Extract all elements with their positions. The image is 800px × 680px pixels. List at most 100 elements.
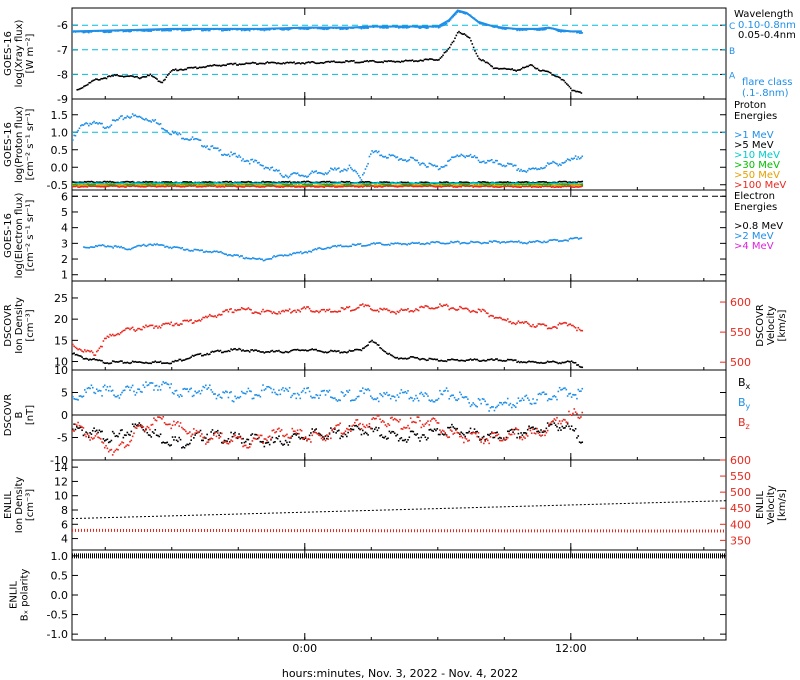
data-point (102, 180, 105, 183)
data-point (240, 442, 243, 444)
data-point (444, 182, 447, 185)
data-point (244, 185, 247, 187)
data-point (194, 248, 197, 251)
data-point (248, 443, 251, 445)
data-point (338, 61, 341, 63)
y-tick-label: 6 (61, 190, 68, 203)
data-point (516, 322, 518, 324)
data-point (411, 185, 413, 187)
data-point (520, 360, 522, 363)
data-point (444, 360, 447, 362)
data-point (126, 180, 129, 183)
data-point (134, 114, 137, 117)
data-point (324, 172, 327, 174)
y-tick-label: 10 (54, 356, 68, 369)
data-point (191, 136, 194, 138)
data-point (343, 308, 345, 311)
data-point (344, 181, 347, 183)
data-point (101, 244, 104, 246)
data-point (130, 327, 133, 330)
data-point (260, 186, 263, 188)
data-point (87, 83, 89, 86)
data-point (282, 387, 284, 389)
data-point (232, 255, 234, 257)
data-point (109, 75, 112, 78)
data-point (479, 58, 482, 61)
data-point (153, 361, 155, 364)
data-point (133, 390, 135, 393)
data-point (573, 157, 576, 160)
data-point (388, 184, 391, 186)
y-tick-label: -10 (50, 454, 68, 467)
data-point (431, 358, 433, 360)
data-point (215, 147, 218, 150)
data-point (565, 185, 568, 188)
data-point (82, 181, 85, 184)
data-point (266, 166, 268, 169)
data-point (145, 324, 147, 327)
data-point (346, 180, 348, 183)
data-point (128, 75, 130, 78)
data-point (580, 157, 582, 159)
data-point (363, 60, 366, 63)
data-point (244, 392, 247, 395)
data-point (283, 254, 286, 256)
data-point (580, 32, 582, 34)
data-point (261, 258, 263, 261)
data-point (532, 184, 534, 187)
data-point (174, 436, 177, 438)
data-point (294, 172, 296, 174)
data-point (499, 242, 502, 244)
data-point (493, 359, 496, 361)
data-point (259, 258, 262, 261)
data-point (197, 353, 199, 356)
data-point (415, 242, 418, 244)
data-point (298, 251, 301, 254)
data-point (537, 361, 540, 364)
data-point (189, 139, 191, 141)
data-point (182, 388, 185, 390)
data-point (498, 181, 501, 183)
data-point (209, 183, 211, 185)
data-point (307, 175, 310, 178)
data-point (538, 185, 541, 188)
data-point (319, 247, 322, 250)
data-point (506, 68, 508, 70)
data-point (538, 181, 541, 183)
data-point (246, 438, 248, 441)
data-point (115, 360, 118, 363)
data-point (484, 183, 486, 186)
data-point (393, 243, 395, 245)
data-point (355, 244, 358, 246)
data-point (302, 62, 305, 64)
data-point (426, 242, 428, 244)
data-point (134, 423, 137, 426)
data-point (452, 156, 455, 159)
data-point (484, 310, 486, 313)
data-point (503, 241, 506, 243)
data-point (122, 185, 125, 188)
data-point (566, 324, 569, 327)
data-point (138, 422, 141, 424)
data-point (300, 308, 303, 310)
data-point (130, 183, 133, 186)
data-point (224, 350, 227, 353)
data-point (530, 426, 533, 429)
data-point (207, 181, 210, 183)
data-point (523, 242, 525, 244)
data-point (191, 395, 194, 398)
data-point (91, 80, 93, 83)
data-point (402, 60, 404, 63)
data-point (376, 184, 379, 186)
data-point (251, 158, 254, 161)
data-point (424, 305, 427, 307)
data-point (212, 432, 215, 435)
data-point (295, 181, 298, 184)
data-point (198, 390, 200, 392)
data-point (337, 244, 339, 247)
data-point (294, 181, 296, 183)
data-point (218, 434, 220, 437)
data-point (334, 184, 336, 186)
data-point (74, 185, 77, 188)
